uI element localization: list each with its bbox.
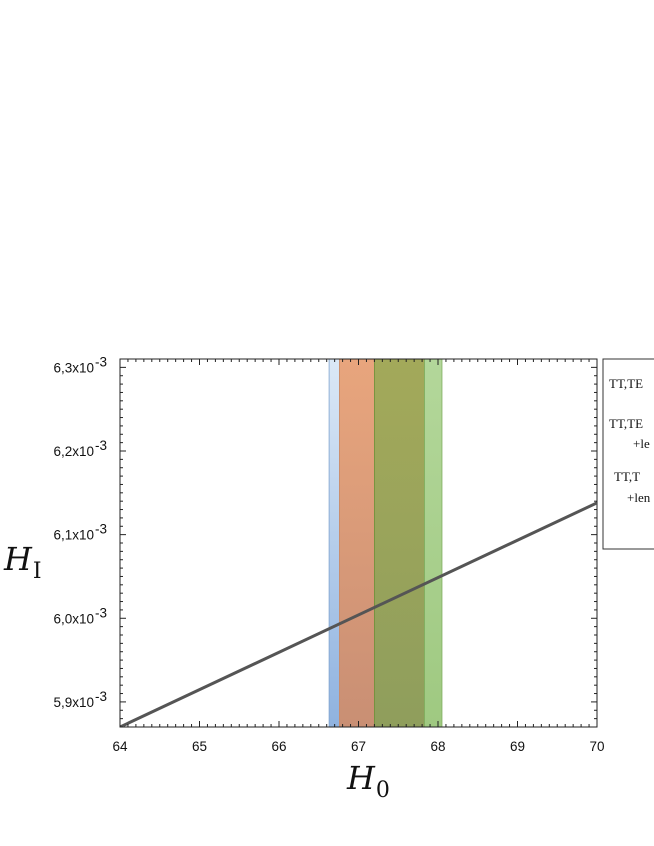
y-tick-exponent: -3 bbox=[95, 438, 107, 453]
band-4 bbox=[424, 359, 443, 727]
band-1 bbox=[328, 359, 340, 727]
x-tick-label: 67 bbox=[351, 739, 366, 754]
x-axis-title: H0 bbox=[346, 759, 390, 803]
x-tick-label: 66 bbox=[271, 739, 286, 754]
legend-entry-2-line-1: TT,TE bbox=[609, 416, 643, 431]
x-tick-label: 65 bbox=[192, 739, 207, 754]
legend-box bbox=[602, 358, 654, 550]
y-tick-exponent: -3 bbox=[95, 354, 107, 369]
y-tick-label: 6,3x10 bbox=[53, 360, 94, 375]
legend-entry-3-line-2: +len bbox=[627, 490, 651, 505]
line-series bbox=[120, 501, 597, 727]
y-tick-label: 5,9x10 bbox=[53, 695, 94, 710]
y-axis-title: HI bbox=[3, 540, 42, 584]
confidence-bands bbox=[328, 359, 443, 727]
x-tick-label: 64 bbox=[112, 739, 128, 754]
x-tick-label: 69 bbox=[510, 739, 525, 754]
y-tick-exponent: -3 bbox=[95, 522, 107, 537]
x-tick-label: 68 bbox=[430, 739, 445, 754]
series-line-1 bbox=[120, 501, 597, 727]
band-3 bbox=[373, 359, 425, 727]
x-axis: 64 65 66 67 68 69 70 bbox=[112, 359, 605, 754]
y-tick-label: 6,1x10 bbox=[53, 528, 94, 543]
y-tick-label: 6,2x10 bbox=[53, 444, 94, 459]
band-2 bbox=[339, 359, 375, 727]
y-tick-label: 6,0x10 bbox=[53, 611, 94, 626]
legend-entry-1-line-1: TT,TE bbox=[609, 376, 643, 391]
y-tick-exponent: -3 bbox=[95, 605, 107, 620]
legend-entry-3-line-1: TT,T bbox=[614, 469, 640, 484]
legend: TT,TE TT,TE +le TT,T +len bbox=[602, 358, 654, 550]
y-axis: 5,9x10 -36,0x10 -36,1x10 -36,2x10 -36,3x10 -3 bbox=[53, 354, 597, 728]
x-tick-label: 70 bbox=[589, 739, 604, 754]
legend-entry-2-line-2: +le bbox=[633, 436, 650, 451]
y-tick-exponent: -3 bbox=[95, 689, 107, 704]
